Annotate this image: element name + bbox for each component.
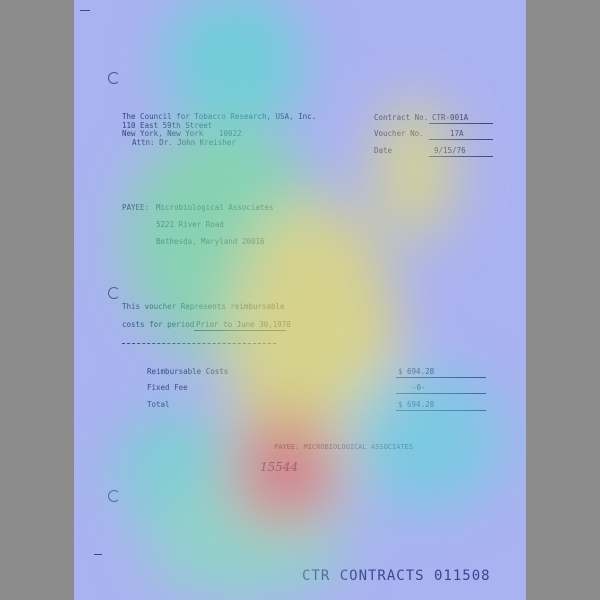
voucher-value: 17A bbox=[450, 129, 464, 138]
fixed-fee-value: -0- bbox=[412, 383, 426, 392]
period-underline bbox=[194, 330, 286, 331]
punch-hole bbox=[108, 490, 120, 502]
voucher-label: Voucher No. bbox=[374, 129, 424, 138]
edge-mark bbox=[80, 10, 90, 11]
contract-underline bbox=[429, 123, 493, 124]
payee-label: PAYEE: bbox=[122, 203, 150, 212]
reimbursable-value: $ 694.28 bbox=[398, 367, 435, 376]
total-underline bbox=[396, 410, 486, 411]
contract-label: Contract No. bbox=[374, 113, 429, 122]
total-label: Total bbox=[147, 400, 170, 409]
date-underline bbox=[429, 156, 493, 157]
handwritten-number: 15544 bbox=[260, 460, 299, 474]
period-value: Prior to June 30,1976 bbox=[196, 320, 291, 329]
contract-value: CTR-001A bbox=[432, 113, 469, 122]
punch-hole bbox=[108, 72, 120, 84]
punch-hole bbox=[108, 287, 120, 299]
reimbursable-underline bbox=[396, 377, 486, 378]
reimbursable-label: Reimbursable Costs bbox=[147, 367, 229, 376]
fixed-fee-label: Fixed Fee bbox=[147, 383, 188, 392]
footer-stamp: CTR CONTRACTS 011508 bbox=[302, 568, 491, 584]
voucher-statement-line1: This voucher Represents reimbursable bbox=[122, 302, 285, 311]
separator-line bbox=[122, 343, 276, 344]
total-value: $ 694.28 bbox=[398, 400, 435, 409]
heatmap-overlay bbox=[74, 0, 526, 600]
date-label: Date bbox=[374, 146, 393, 155]
payee-street: 5221 River Road bbox=[156, 220, 224, 229]
date-value: 9/15/76 bbox=[434, 146, 466, 155]
payee-stamp: PAYEE: MICROBIOLOGICAL ASSOCIATES bbox=[274, 443, 414, 451]
corner-mark bbox=[94, 554, 102, 555]
org-attention: Attn: Dr. John Kreisher bbox=[132, 138, 236, 147]
payee-city: Bethesda, Maryland bbox=[156, 237, 238, 246]
voucher-underline bbox=[429, 139, 493, 140]
payee-zip: 20016 bbox=[242, 237, 265, 246]
document-page: The Council for Tobacco Research, USA, I… bbox=[74, 0, 526, 600]
voucher-statement-line2: costs for period bbox=[122, 320, 195, 329]
fixed-fee-underline bbox=[396, 393, 486, 394]
payee-name: Microbiological Associates bbox=[156, 203, 274, 212]
